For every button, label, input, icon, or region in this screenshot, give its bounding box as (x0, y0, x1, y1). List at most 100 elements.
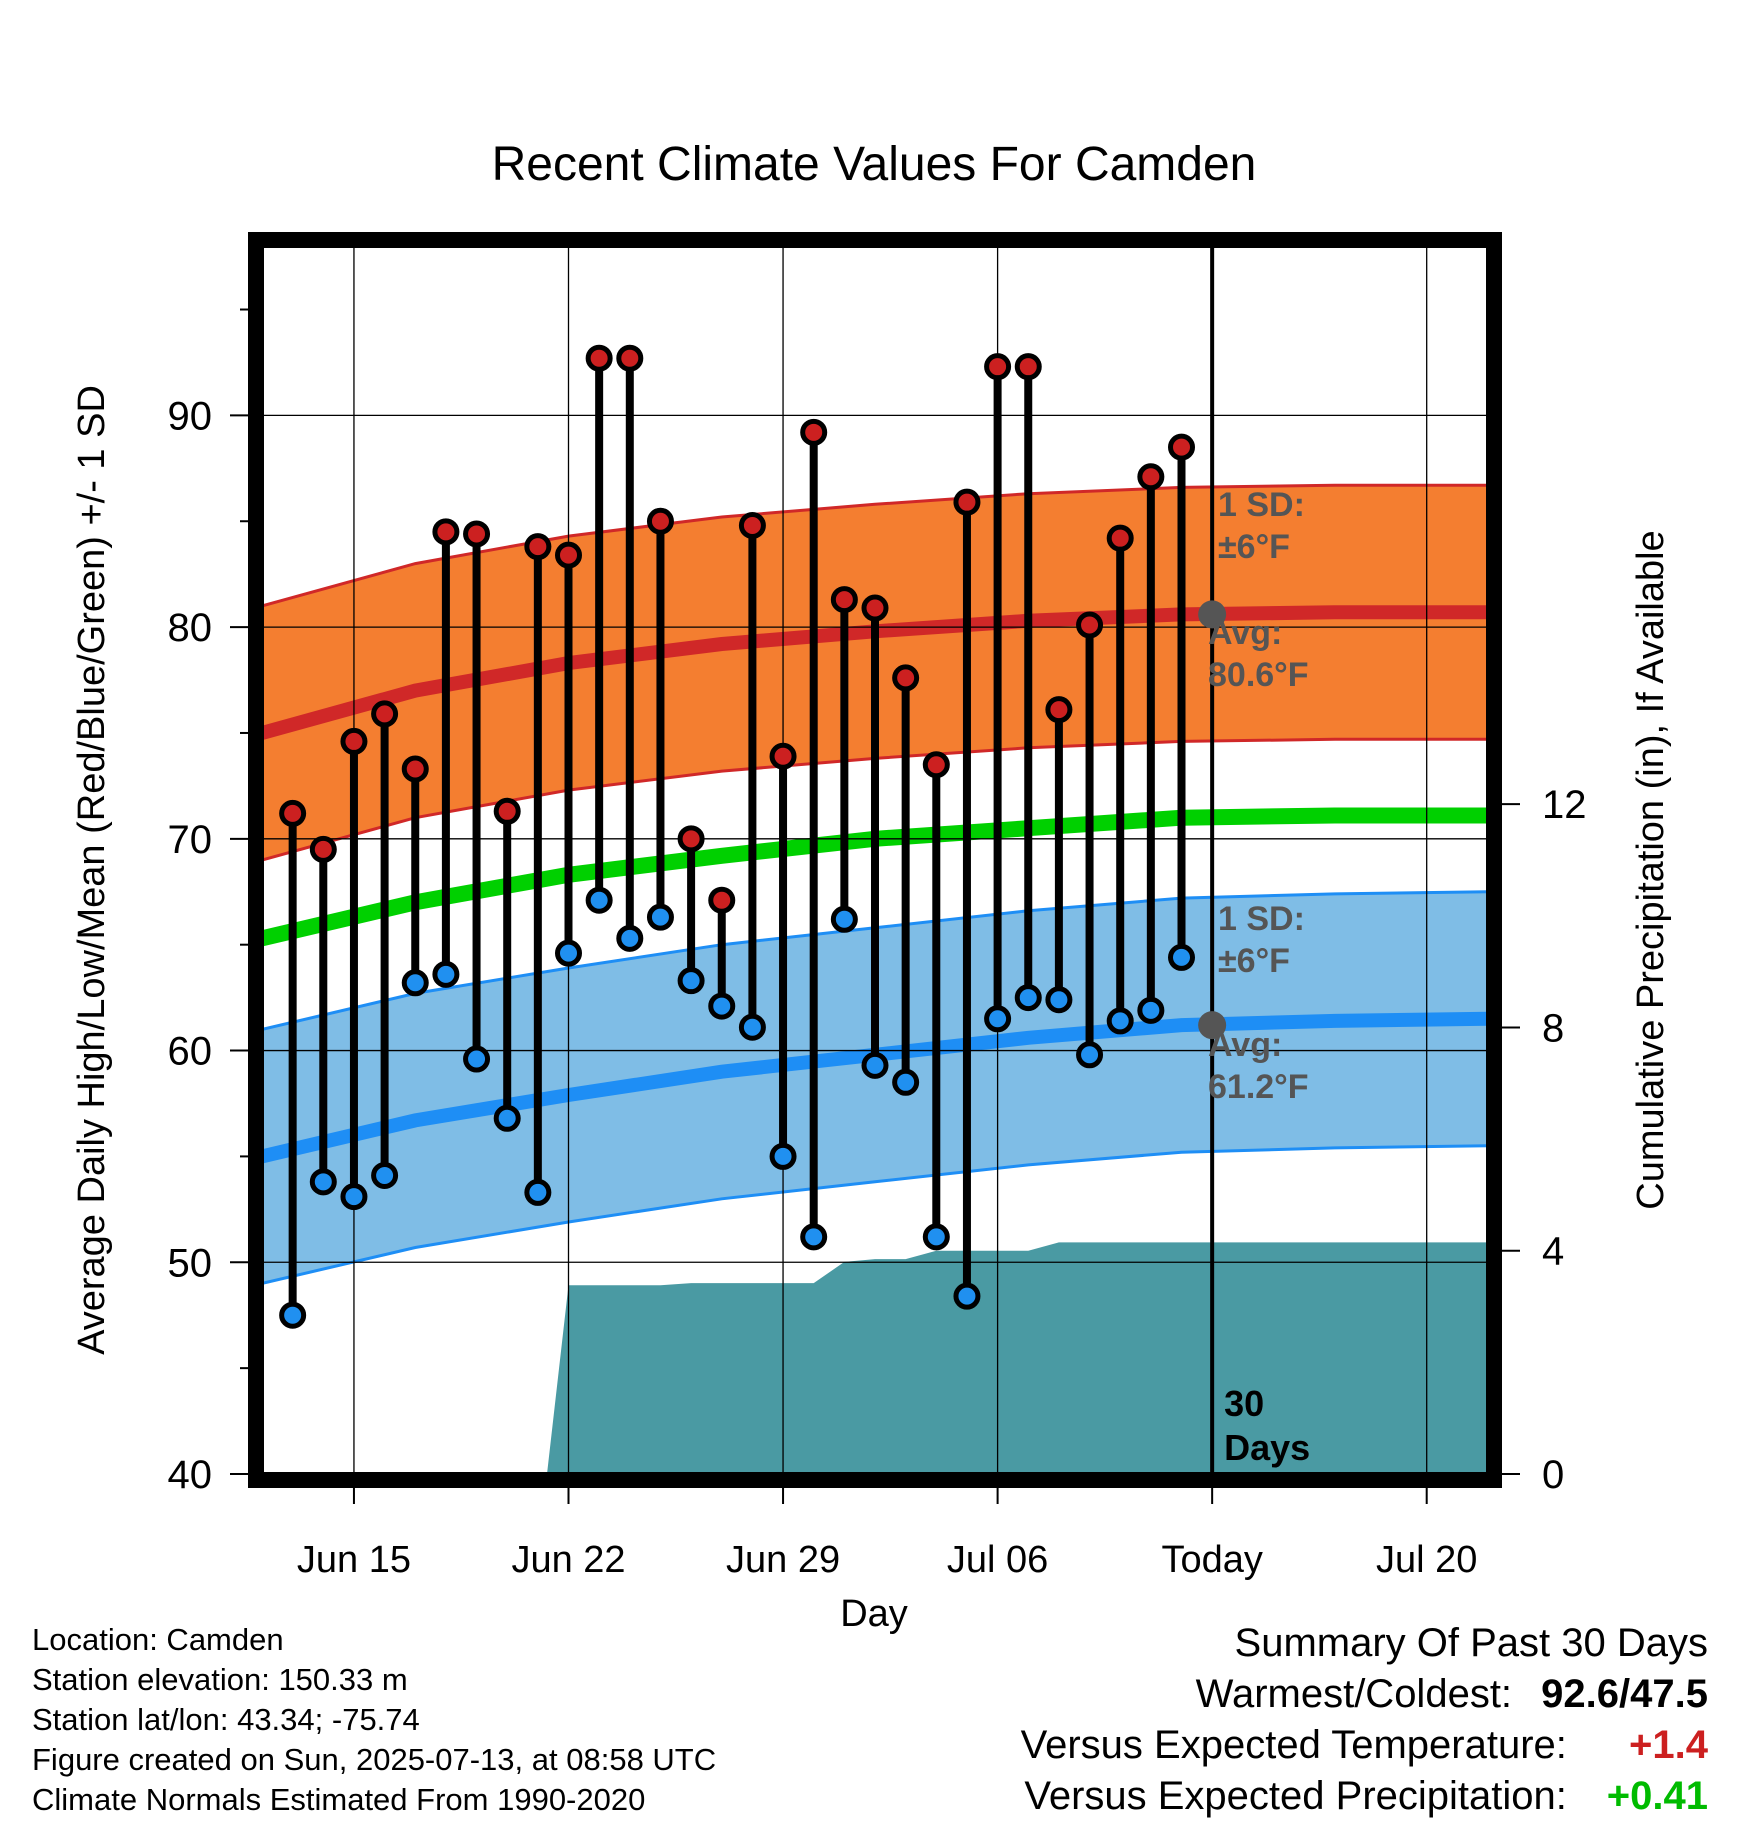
precip-anomaly-value: +0.41 (1606, 1774, 1708, 1818)
low-temp-point (1137, 996, 1165, 1024)
warmest-value: 92.6/47.5 (1541, 1672, 1708, 1716)
low-sd-annotation-line: 1 SD: (1218, 900, 1305, 938)
summary-panel: Summary Of Past 30 Days Warmest/Coldest:… (1021, 1618, 1708, 1822)
high-temp-point (708, 886, 736, 914)
high-avg-annotation-line: Avg: (1208, 614, 1282, 652)
low-temp-point (922, 1223, 950, 1251)
high-temp-point (984, 353, 1012, 381)
y-tick-label: 40 (168, 1453, 213, 1497)
y-axis-label: Average Daily High/Low/Mean (Red/Blue/Gr… (71, 385, 113, 1355)
low-temp-point (861, 1051, 889, 1079)
station-info: Location: Camden Station elevation: 150.… (32, 1620, 716, 1820)
x-tick-label: Jul 20 (1376, 1539, 1477, 1581)
low-temp-point (984, 1005, 1012, 1033)
low-sd-band-lower (262, 1144, 1488, 1285)
days-label-word: Days (1224, 1427, 1310, 1468)
temp-anomaly-label: Versus Expected Temperature: (1020, 1723, 1567, 1767)
low-temp-point (769, 1142, 797, 1170)
latlon-text: Station lat/lon: 43.34; -75.74 (32, 1702, 420, 1737)
low-temp-point (616, 924, 644, 952)
high-temp-point (585, 344, 613, 372)
low-temp-point (279, 1301, 307, 1329)
low-temp-point (646, 903, 674, 931)
high-temp-point (922, 751, 950, 779)
y2-tick-label: 0 (1542, 1453, 1564, 1497)
high-temp-point (646, 507, 674, 535)
low-temp-point (309, 1168, 337, 1196)
high-temp-point (279, 799, 307, 827)
x-tick-label: Jun 15 (297, 1539, 411, 1581)
low-temp-point (340, 1183, 368, 1211)
x-axis-label: Day (840, 1593, 908, 1635)
high-temp-point (432, 518, 460, 546)
high-sd-annotation-line: ±6°F (1218, 528, 1290, 566)
precip-area (547, 1242, 1488, 1474)
low-temp-point (800, 1223, 828, 1251)
low-temp-point (738, 1013, 766, 1041)
created-text: Figure created on Sun, 2025-07-13, at 08… (32, 1742, 717, 1777)
low-temp-point (1168, 943, 1195, 971)
low-avg-annotation-line: Avg: (1208, 1026, 1282, 1064)
low-temp-point (1014, 984, 1042, 1012)
plot-area: 1 SD: ±6°F Avg: 80.6°F 1 SD: ±6°F Avg: 61.2°F 30… (168, 232, 1587, 1581)
high-sd-annotation-line: 1 SD: (1218, 486, 1305, 524)
y-tick-label: 60 (168, 1030, 213, 1074)
high-temp-point (830, 586, 858, 614)
high-temp-point (616, 344, 644, 372)
y2-tick-label: 4 (1542, 1230, 1564, 1274)
low-temp-point (401, 969, 429, 997)
summary-title: Summary Of Past 30 Days (1234, 1621, 1708, 1665)
high-temp-point (892, 664, 920, 692)
low-temp-point (1045, 986, 1073, 1014)
low-temp-point (432, 960, 460, 988)
today-high-normal-marker (1198, 600, 1227, 629)
high-temp-point (1106, 524, 1134, 552)
low-temp-point (371, 1161, 399, 1189)
plot-clipped: 1 SD: ±6°F Avg: 80.6°F 1 SD: ±6°F Avg: 61.2°F 30… (262, 246, 1488, 1474)
high-temp-point (340, 727, 368, 755)
normals-text: Climate Normals Estimated From 1990-2020 (32, 1782, 646, 1817)
high-temp-point (371, 700, 399, 728)
y-tick-label: 80 (168, 606, 213, 650)
low-temp-point (585, 886, 613, 914)
high-temp-point (493, 797, 521, 825)
y2-axis-label: Cumulative Precipitation (in), If Availa… (1630, 530, 1672, 1209)
x-tick-label: Today (1161, 1539, 1262, 1581)
y-tick-label: 90 (168, 394, 213, 438)
y-tick-label: 70 (168, 818, 213, 862)
high-temp-point (1076, 611, 1104, 639)
chart-title: Recent Climate Values For Camden (492, 138, 1257, 191)
high-temp-point (555, 541, 582, 569)
days-label-number: 30 (1224, 1383, 1264, 1424)
elevation-text: Station elevation: 150.33 m (32, 1662, 408, 1697)
high-temp-point (953, 488, 981, 516)
low-temp-point (493, 1104, 521, 1132)
low-temp-point (953, 1282, 981, 1310)
low-temp-point (1076, 1041, 1104, 1069)
high-temp-point (309, 835, 337, 863)
high-temp-point (1045, 696, 1073, 724)
high-temp-point (1014, 353, 1042, 381)
y-tick-label: 50 (168, 1241, 213, 1285)
high-temp-point (1137, 463, 1165, 491)
low-temp-point (524, 1178, 552, 1206)
summary-temp-row: Versus Expected Temperature: +1.4 (1021, 1720, 1708, 1771)
high-temp-point (769, 742, 797, 770)
y2-tick-label: 12 (1542, 783, 1587, 827)
precip-anomaly-label: Versus Expected Precipitation: (1024, 1774, 1567, 1818)
summary-precip-row: Versus Expected Precipitation: +0.41 (1021, 1771, 1708, 1822)
low-temp-point (677, 967, 705, 995)
temp-anomaly-value: +1.4 (1629, 1723, 1708, 1767)
plot-frame (248, 232, 1502, 1488)
low-temp-point (830, 905, 858, 933)
x-tick-label: Jun 29 (726, 1539, 840, 1581)
x-tick-label: Jul 06 (947, 1539, 1048, 1581)
low-temp-point (892, 1068, 920, 1096)
high-temp-point (738, 511, 766, 539)
low-temp-point (555, 939, 582, 967)
high-temp-point (677, 825, 705, 853)
low-temp-point (1106, 1007, 1134, 1035)
warmest-label: Warmest/Coldest: (1195, 1672, 1513, 1716)
low-temp-point (708, 992, 736, 1020)
